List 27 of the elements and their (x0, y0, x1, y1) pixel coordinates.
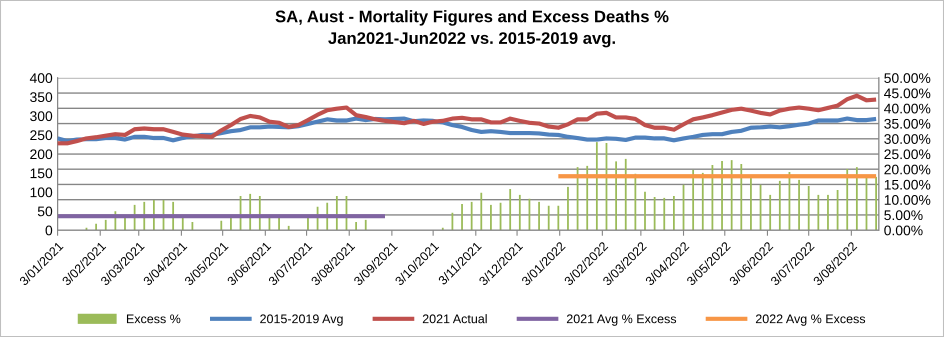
y-tick-label: 0 (46, 226, 52, 236)
legend-label: 2021 Avg % Excess (566, 314, 676, 326)
y-tick-label: 200 (30, 149, 52, 160)
y2-tick-label: 40.00% (884, 104, 930, 114)
y-tick-label: 250 (30, 130, 52, 140)
y-tick-label: 400 (30, 73, 52, 84)
y2-tick-label: 5.00% (884, 210, 923, 220)
y2-tick-label: 30.00% (884, 134, 930, 144)
y2-tick-label: 25.00% (884, 149, 930, 160)
chart-title: SA, Aust - Mortality Figures and Excess Deaths % Jan2021-Jun2022 vs. 2015-2019 avg. (276, 10, 669, 48)
y2-tick-label: 15.00% (884, 180, 930, 190)
y-tick-label: 150 (30, 168, 52, 178)
legend-label: 2022 Avg % Excess (756, 314, 866, 326)
y2-tick-label: 0.00% (884, 226, 923, 236)
y2-tick-label: 45.00% (884, 88, 930, 98)
y2-tick-label: 10.00% (884, 195, 930, 205)
y2-tick-label: 50.00% (884, 73, 930, 84)
legend-label: 2015-2019 Avg (260, 314, 343, 326)
y-tick-label: 50 (38, 206, 52, 216)
y2-tick-label: 20.00% (884, 164, 930, 174)
y-tick-label: 350 (30, 92, 52, 102)
legend-label: Excess % (126, 314, 180, 324)
y2-tick-label: 35.00% (884, 118, 930, 129)
y-tick-label: 100 (30, 187, 52, 198)
legend-label: 2021 Actual (422, 314, 487, 324)
line-series (58, 94, 878, 146)
y-tick-label: 300 (30, 111, 52, 122)
